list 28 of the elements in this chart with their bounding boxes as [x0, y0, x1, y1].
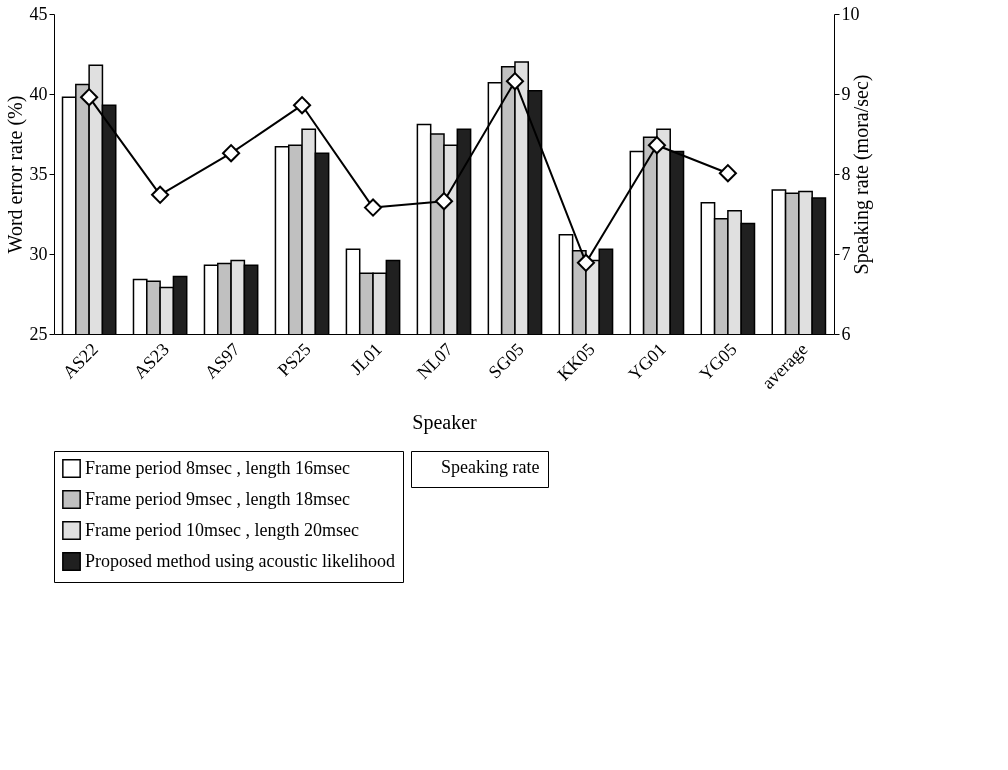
y2-tick-label: 6: [841, 323, 851, 344]
y2-tick-label: 10: [841, 3, 860, 24]
y-tick-label: 40: [29, 83, 48, 104]
legend-label: Frame period 10msec , length 20msec: [85, 519, 359, 540]
legend-label: Frame period 9msec , length 18msec: [85, 488, 350, 509]
legend-label: Proposed method using acoustic likelihood: [85, 550, 395, 571]
y2-tick-label: 7: [841, 243, 851, 264]
point: [647, 136, 666, 155]
legend-label: Frame period 8msec , length 16msec: [85, 457, 350, 478]
y2-tick-label: 8: [841, 163, 851, 184]
point: [292, 96, 312, 115]
point: [434, 192, 454, 211]
point: [80, 88, 99, 107]
point: [222, 144, 241, 163]
y-axis-title: Word error rate (%): [3, 95, 27, 254]
point: [363, 198, 383, 217]
point: [151, 185, 170, 204]
y2-axis-title: Speaking rate (mora/sec): [849, 74, 873, 275]
x-axis-title: Speaker: [412, 410, 478, 434]
point: [576, 253, 596, 272]
y-tick-label: 35: [29, 163, 48, 184]
y2-tick-label: 9: [841, 83, 851, 104]
text: Speaking rate: [441, 457, 540, 477]
y-tick-label: 25: [29, 323, 48, 344]
point: [718, 164, 737, 183]
y-tick-label: 45: [29, 3, 48, 24]
y-tick-label: 30: [29, 243, 48, 264]
point: [505, 72, 525, 91]
